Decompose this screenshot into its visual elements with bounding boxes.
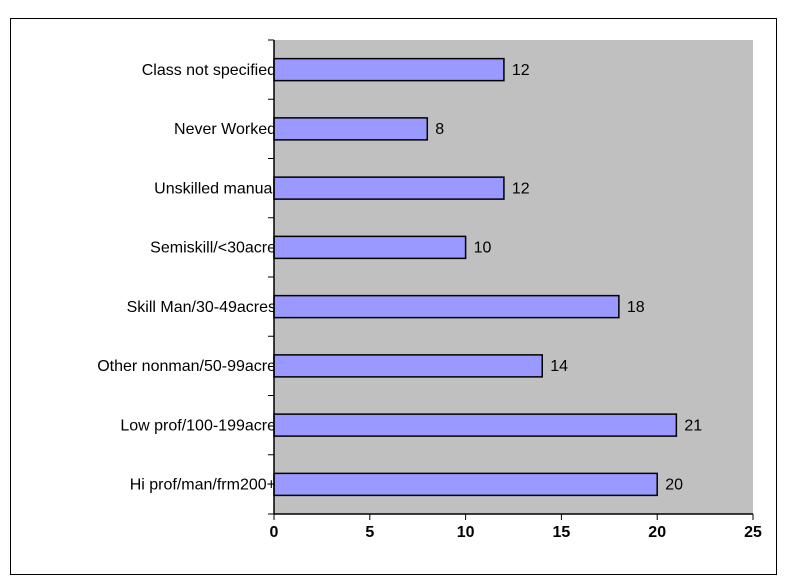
y-tick-label: Hi prof/man/frm200+ (130, 477, 276, 494)
data-label: 18 (627, 299, 645, 316)
data-label: 10 (474, 240, 492, 257)
bar (273, 354, 543, 378)
x-tick-label: 20 (648, 524, 666, 541)
data-label: 8 (435, 121, 444, 138)
x-tick-label: 15 (553, 524, 571, 541)
data-label: 21 (684, 417, 702, 434)
y-tick-label: Skill Man/30-49acres (127, 299, 276, 316)
y-tick-label: Semiskill/<30acre (150, 240, 276, 257)
data-label: 14 (550, 358, 568, 375)
bar (273, 117, 429, 141)
bar (273, 294, 620, 319)
bar (273, 413, 678, 437)
bar (273, 57, 505, 82)
x-tick-label: 0 (270, 524, 279, 541)
bar (273, 235, 467, 260)
y-tick-label: Class not specified (142, 62, 276, 79)
data-label: 12 (512, 62, 530, 79)
bar (273, 176, 505, 200)
y-tick-label: Unskilled manual (154, 180, 276, 197)
data-label: 20 (665, 477, 683, 494)
y-tick-label: Never Worked (174, 121, 276, 138)
bar (273, 472, 658, 497)
x-tick-label: 25 (744, 524, 762, 541)
data-label: 12 (512, 180, 530, 197)
y-tick-label: Other nonman/50-99acre (97, 358, 276, 375)
x-tick-label: 5 (365, 524, 374, 541)
y-tick-label: Low prof/100-199acre (120, 417, 276, 434)
x-tick-label: 10 (457, 524, 475, 541)
plot-area (274, 40, 753, 514)
